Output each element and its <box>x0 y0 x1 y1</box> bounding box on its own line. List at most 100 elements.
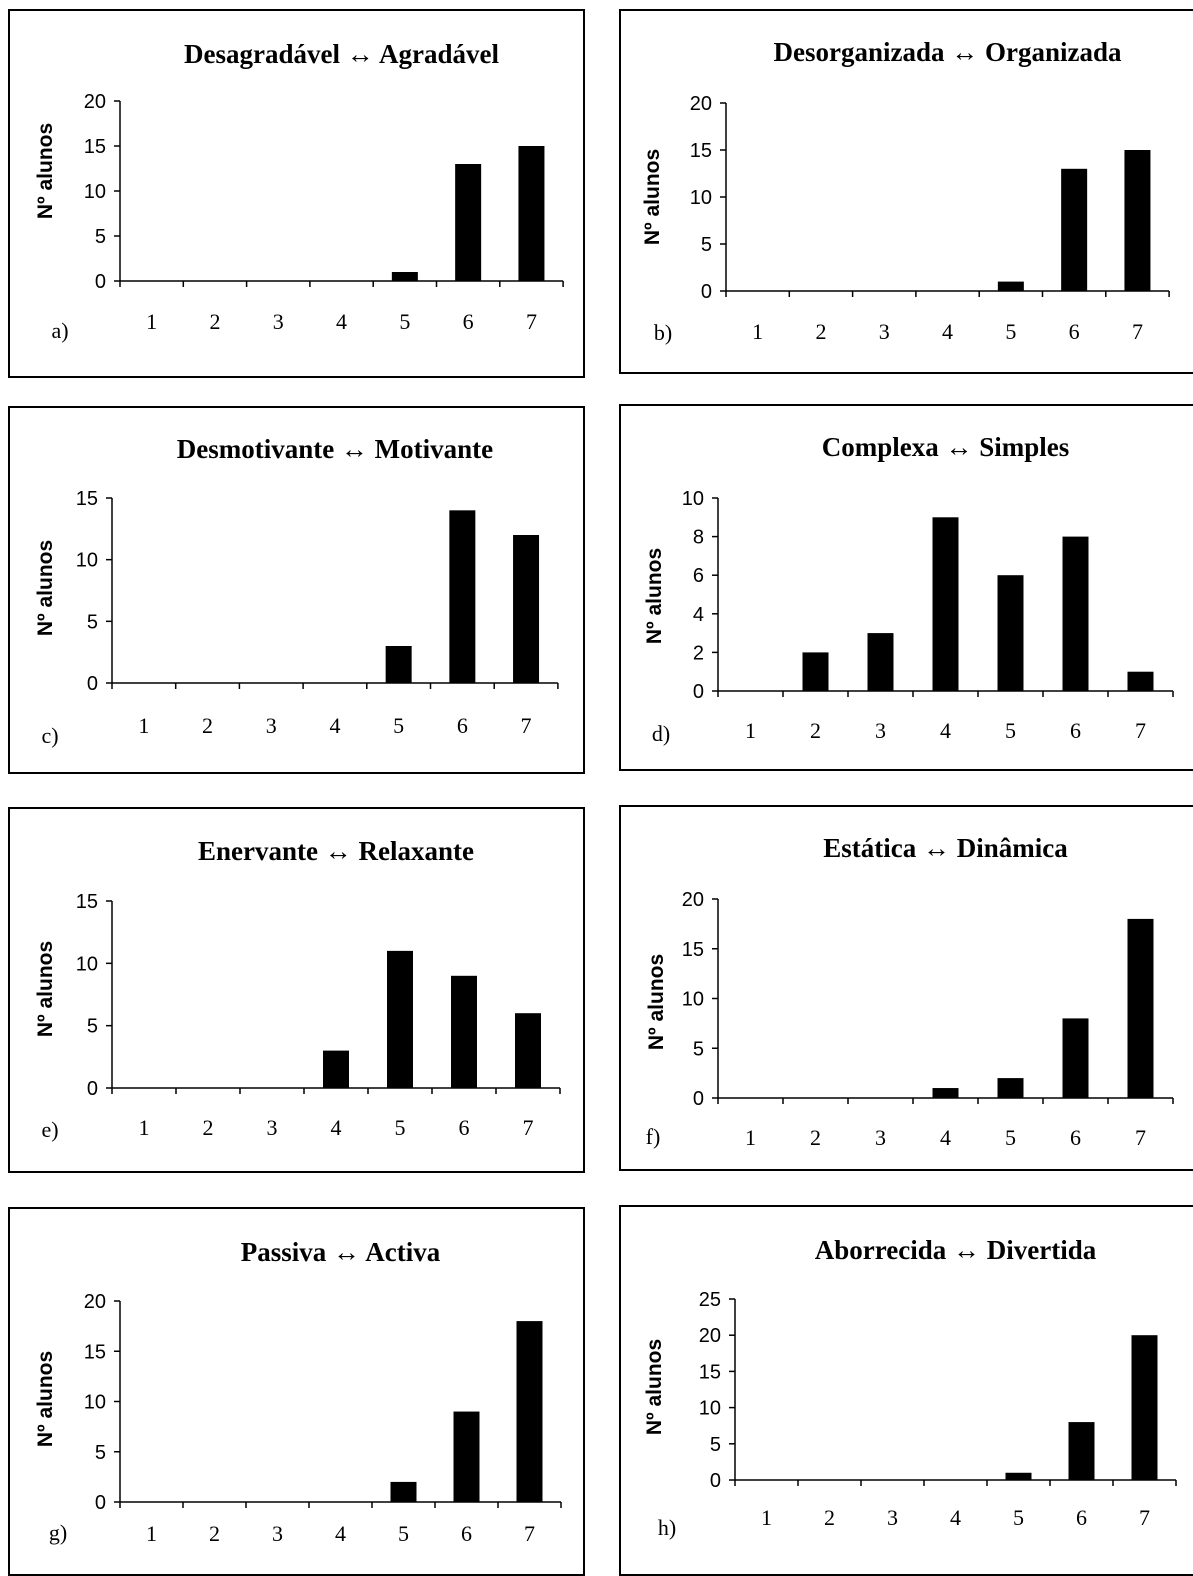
y-axis-label: Nº alunos <box>645 954 668 1050</box>
panel-label: g) <box>49 1520 67 1545</box>
bar-chart: Desmotivante ↔ Motivante Nº alunos c) 0 5 10 1… <box>34 434 559 748</box>
y-tick-label: 20 <box>690 93 712 115</box>
y-tick-label: 0 <box>95 1492 106 1514</box>
panel-label: b) <box>654 320 672 345</box>
y-axis-label: Nº alunos <box>34 540 57 636</box>
panel-label: c) <box>41 723 58 748</box>
x-tick-label: 3 <box>267 1115 278 1140</box>
y-tick-label: 15 <box>84 136 106 158</box>
x-tick-label: 1 <box>146 309 157 334</box>
x-tick-label: 7 <box>524 1521 535 1546</box>
panel-label: h) <box>658 1515 676 1540</box>
x-tick-label: 3 <box>875 718 886 743</box>
bar <box>932 517 959 691</box>
x-tick-label: 2 <box>810 718 821 743</box>
x-tick-label: 6 <box>1070 718 1081 743</box>
x-tick-label: 5 <box>1005 718 1016 743</box>
x-tick-label: 7 <box>523 1115 534 1140</box>
bar <box>323 1050 349 1088</box>
x-tick-label: 7 <box>1135 718 1146 743</box>
chart-panel-d: Complexa ↔ Simples Nº alunos d) 0 2 4 6 8 10 1 2 3 4… <box>619 404 1193 771</box>
y-tick-label: 15 <box>76 488 98 510</box>
panel-label: a) <box>51 318 68 343</box>
bar <box>1068 1422 1095 1480</box>
bar <box>997 575 1024 691</box>
y-tick-label: 25 <box>699 1289 721 1311</box>
chart-title: Passiva ↔ Activa <box>241 1237 441 1267</box>
x-tick-label: 3 <box>272 1521 283 1546</box>
x-tick-label: 2 <box>824 1505 835 1530</box>
x-tick-label: 4 <box>940 718 951 743</box>
y-tick-label: 0 <box>710 1470 721 1492</box>
x-tick-label: 4 <box>329 713 340 738</box>
y-tick-label: 20 <box>682 889 704 911</box>
panel-label: d) <box>652 721 670 746</box>
x-tick-label: 1 <box>752 319 763 344</box>
bar <box>455 164 482 281</box>
x-tick-label: 6 <box>459 1115 470 1140</box>
bar-chart: Estática ↔ Dinâmica Nº alunos f) 0 5 10 15 20 1 2… <box>645 833 1174 1150</box>
x-tick-label: 5 <box>395 1115 406 1140</box>
x-tick-label: 6 <box>463 309 474 334</box>
x-tick-label: 5 <box>1005 1125 1016 1150</box>
chart-title: Enervante ↔ Relaxante <box>198 836 474 866</box>
x-tick-label: 6 <box>461 1521 472 1546</box>
y-tick-label: 20 <box>84 91 106 113</box>
x-tick-label: 2 <box>202 713 213 738</box>
x-tick-label: 4 <box>331 1115 342 1140</box>
y-tick-label: 5 <box>701 234 712 256</box>
chart-panel-h: Aborrecida ↔ Divertida Nº alunos h) 0 5 10 15 2… <box>619 1205 1193 1576</box>
x-tick-label: 2 <box>203 1115 214 1140</box>
chart-title: Desorganizada ↔ Organizada <box>774 37 1122 67</box>
y-tick-label: 15 <box>682 939 704 961</box>
bar <box>1131 1335 1158 1480</box>
bar <box>449 510 476 683</box>
x-tick-label: 4 <box>942 319 953 344</box>
y-tick-label: 15 <box>84 1341 106 1363</box>
bar <box>451 975 477 1088</box>
bar <box>1062 536 1089 691</box>
bar <box>997 281 1024 291</box>
x-tick-label: 4 <box>940 1125 951 1150</box>
bar <box>390 1481 417 1502</box>
chart-title: Desmotivante ↔ Motivante <box>177 434 493 464</box>
y-tick-label: 0 <box>693 1088 704 1110</box>
bar <box>867 633 894 691</box>
chart-panel-e: Enervante ↔ Relaxante Nº alunos e) 0 5 10 15 1 2… <box>8 807 585 1173</box>
bar <box>802 652 829 691</box>
x-tick-label: 2 <box>209 1521 220 1546</box>
bar <box>515 1013 541 1088</box>
x-tick-label: 5 <box>1005 319 1016 344</box>
y-tick-label: 5 <box>87 611 98 633</box>
y-tick-label: 10 <box>76 550 98 572</box>
y-tick-label: 4 <box>693 604 704 626</box>
chart-panel-g: Passiva ↔ Activa Nº alunos g) 0 5 10 15 20 1 2 3 4 5… <box>8 1207 585 1576</box>
bar <box>391 272 418 281</box>
y-tick-label: 0 <box>701 281 712 303</box>
y-tick-label: 5 <box>87 1016 98 1038</box>
x-tick-label: 2 <box>209 309 220 334</box>
x-tick-label: 3 <box>273 309 284 334</box>
x-tick-label: 1 <box>139 1115 150 1140</box>
x-tick-label: 2 <box>810 1125 821 1150</box>
y-tick-label: 0 <box>95 271 106 293</box>
y-tick-label: 5 <box>95 226 106 248</box>
y-axis-label: Nº alunos <box>34 123 57 219</box>
y-tick-label: 0 <box>693 681 704 703</box>
x-tick-label: 5 <box>399 309 410 334</box>
x-tick-label: 7 <box>521 713 532 738</box>
bar <box>997 1078 1024 1098</box>
bar-chart: Passiva ↔ Activa Nº alunos g) 0 5 10 15 20 1 2 3 4 5… <box>34 1237 562 1546</box>
x-tick-label: 5 <box>393 713 404 738</box>
bar <box>518 146 545 281</box>
bar <box>385 646 412 683</box>
x-tick-label: 3 <box>266 713 277 738</box>
x-tick-label: 4 <box>335 1521 346 1546</box>
y-tick-label: 10 <box>682 989 704 1011</box>
y-tick-label: 10 <box>84 181 106 203</box>
bar <box>1127 918 1154 1098</box>
x-tick-label: 3 <box>875 1125 886 1150</box>
bar <box>1127 671 1154 691</box>
